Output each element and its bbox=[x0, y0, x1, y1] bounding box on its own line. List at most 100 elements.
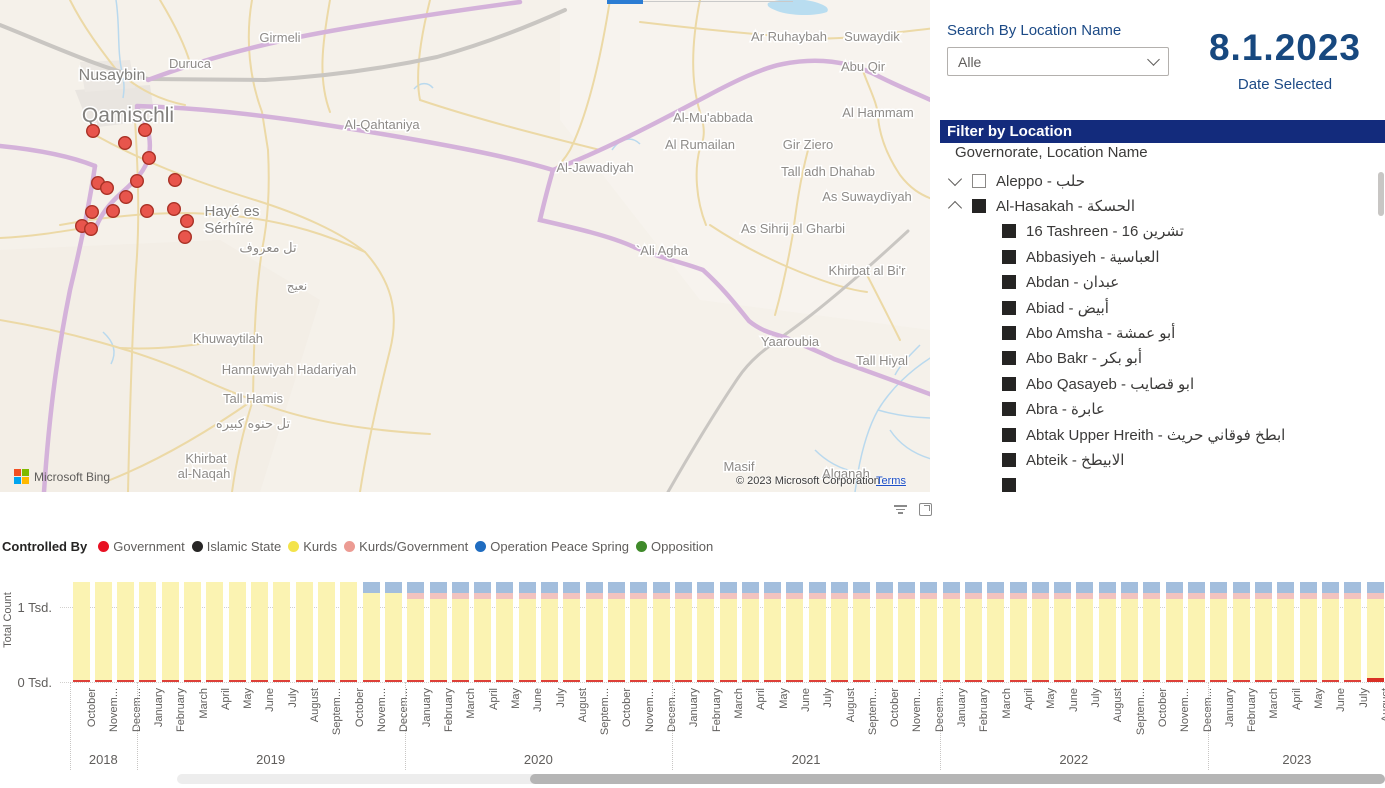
bar-segment-kurds-government[interactable] bbox=[1076, 593, 1093, 599]
bar-segment-government[interactable] bbox=[117, 680, 134, 682]
bar-segment-operation-peace-spring[interactable] bbox=[519, 582, 536, 593]
bar-segment-kurds[interactable] bbox=[1143, 599, 1160, 680]
map-terms-link[interactable]: Terms bbox=[876, 475, 906, 487]
bar-segment-government[interactable] bbox=[720, 680, 737, 682]
checkbox[interactable] bbox=[1002, 428, 1016, 442]
tree-item-location[interactable]: Abo Qasayeb - ابو قصايب bbox=[940, 371, 1378, 396]
bar-segment-operation-peace-spring[interactable] bbox=[943, 582, 960, 593]
bar-segment-government[interactable] bbox=[809, 680, 826, 682]
bar-segment-kurds[interactable] bbox=[229, 582, 246, 680]
bar-segment-operation-peace-spring[interactable] bbox=[1300, 582, 1317, 593]
tree-item-location[interactable]: Abo Bakr - أبو بكر bbox=[940, 346, 1378, 371]
bar-segment-kurds-government[interactable] bbox=[764, 593, 781, 599]
checkbox[interactable] bbox=[1002, 402, 1016, 416]
bar-segment-operation-peace-spring[interactable] bbox=[363, 582, 380, 593]
bar-segment-operation-peace-spring[interactable] bbox=[496, 582, 513, 593]
top-scroll-indicator[interactable] bbox=[607, 0, 643, 4]
bar-segment-government[interactable] bbox=[764, 680, 781, 682]
legend-item[interactable]: Kurds bbox=[288, 539, 337, 554]
bar-segment-kurds-government[interactable] bbox=[1010, 593, 1027, 599]
bar-segment-kurds[interactable] bbox=[206, 582, 223, 680]
bar-segment-kurds-government[interactable] bbox=[586, 593, 603, 599]
checkbox[interactable] bbox=[1002, 275, 1016, 289]
tree-item-governorate[interactable]: Al-Hasakah - الحسكة bbox=[940, 193, 1378, 218]
bar-segment-government[interactable] bbox=[987, 680, 1004, 682]
checkbox[interactable] bbox=[972, 174, 986, 188]
bar-segment-operation-peace-spring[interactable] bbox=[720, 582, 737, 593]
map-marker[interactable] bbox=[181, 215, 194, 228]
map-marker[interactable] bbox=[141, 205, 154, 218]
bar-segment-kurds[interactable] bbox=[273, 582, 290, 680]
bar-segment-government[interactable] bbox=[1032, 680, 1049, 682]
bar-segment-kurds[interactable] bbox=[117, 582, 134, 680]
bar-segment-kurds[interactable] bbox=[720, 599, 737, 680]
bar-segment-operation-peace-spring[interactable] bbox=[764, 582, 781, 593]
bar-segment-government[interactable] bbox=[73, 680, 90, 682]
bar-segment-government[interactable] bbox=[95, 680, 112, 682]
bar-segment-kurds-government[interactable] bbox=[1188, 593, 1205, 599]
bar-segment-government[interactable] bbox=[407, 680, 424, 682]
map-marker[interactable] bbox=[168, 203, 181, 216]
bar-segment-government[interactable] bbox=[1054, 680, 1071, 682]
bar-segment-government[interactable] bbox=[162, 680, 179, 682]
bar-segment-government[interactable] bbox=[1210, 680, 1227, 682]
bar-segment-kurds-government[interactable] bbox=[697, 593, 714, 599]
bar-segment-government[interactable] bbox=[1076, 680, 1093, 682]
bar-segment-kurds[interactable] bbox=[1166, 599, 1183, 680]
bar-segment-kurds-government[interactable] bbox=[831, 593, 848, 599]
bar-segment-kurds[interactable] bbox=[965, 599, 982, 680]
filter-icon[interactable] bbox=[893, 503, 907, 516]
bar-segment-government[interactable] bbox=[965, 680, 982, 682]
map-marker[interactable] bbox=[101, 182, 114, 195]
bar-segment-government[interactable] bbox=[563, 680, 580, 682]
bar-segment-government[interactable] bbox=[1188, 680, 1205, 682]
bar-segment-kurds[interactable] bbox=[296, 582, 313, 680]
map-marker[interactable] bbox=[143, 152, 156, 165]
bar-segment-government[interactable] bbox=[430, 680, 447, 682]
bar-segment-government[interactable] bbox=[139, 680, 156, 682]
bar-segment-kurds[interactable] bbox=[1300, 599, 1317, 680]
bar-segment-kurds-government[interactable] bbox=[407, 593, 424, 599]
bar-segment-kurds-government[interactable] bbox=[1367, 593, 1384, 599]
bar-segment-kurds[interactable] bbox=[385, 593, 402, 680]
location-list-scrollbar[interactable] bbox=[1378, 172, 1384, 216]
chevron-up-icon[interactable] bbox=[948, 201, 962, 215]
bar-segment-kurds[interactable] bbox=[586, 599, 603, 680]
bar-segment-government[interactable] bbox=[1143, 680, 1160, 682]
bar-segment-kurds[interactable] bbox=[541, 599, 558, 680]
checkbox[interactable] bbox=[1002, 478, 1016, 492]
bar-segment-operation-peace-spring[interactable] bbox=[853, 582, 870, 593]
bar-segment-kurds-government[interactable] bbox=[720, 593, 737, 599]
bar-segment-government[interactable] bbox=[541, 680, 558, 682]
bar-segment-operation-peace-spring[interactable] bbox=[987, 582, 1004, 593]
bar-segment-government[interactable] bbox=[697, 680, 714, 682]
bar-segment-kurds-government[interactable] bbox=[742, 593, 759, 599]
bar-segment-kurds[interactable] bbox=[496, 599, 513, 680]
bar-segment-kurds[interactable] bbox=[519, 599, 536, 680]
bar-segment-kurds[interactable] bbox=[809, 599, 826, 680]
bar-segment-operation-peace-spring[interactable] bbox=[898, 582, 915, 593]
bar-segment-government[interactable] bbox=[385, 680, 402, 682]
legend-item[interactable]: Government bbox=[98, 539, 185, 554]
bar-segment-kurds-government[interactable] bbox=[1300, 593, 1317, 599]
bar-segment-kurds-government[interactable] bbox=[898, 593, 915, 599]
focus-mode-icon[interactable] bbox=[919, 503, 932, 516]
bar-segment-government[interactable] bbox=[786, 680, 803, 682]
bar-segment-operation-peace-spring[interactable] bbox=[586, 582, 603, 593]
bar-segment-operation-peace-spring[interactable] bbox=[608, 582, 625, 593]
checkbox[interactable] bbox=[1002, 301, 1016, 315]
bar-segment-operation-peace-spring[interactable] bbox=[1322, 582, 1339, 593]
bar-segment-kurds-government[interactable] bbox=[786, 593, 803, 599]
bar-segment-government[interactable] bbox=[251, 680, 268, 682]
bar-segment-kurds-government[interactable] bbox=[1143, 593, 1160, 599]
bar-segment-operation-peace-spring[interactable] bbox=[1143, 582, 1160, 593]
tree-item-location[interactable]: Abtak Upper Hreith - ابطخ فوقاني حريث bbox=[940, 422, 1378, 447]
bar-segment-kurds-government[interactable] bbox=[1277, 593, 1294, 599]
bar-segment-government[interactable] bbox=[608, 680, 625, 682]
chart-scrollbar-thumb[interactable] bbox=[530, 774, 1385, 784]
bar-segment-kurds[interactable] bbox=[1233, 599, 1250, 680]
bar-segment-operation-peace-spring[interactable] bbox=[1277, 582, 1294, 593]
map-marker[interactable] bbox=[120, 191, 133, 204]
bar-segment-kurds-government[interactable] bbox=[1322, 593, 1339, 599]
bar-segment-government[interactable] bbox=[363, 680, 380, 682]
